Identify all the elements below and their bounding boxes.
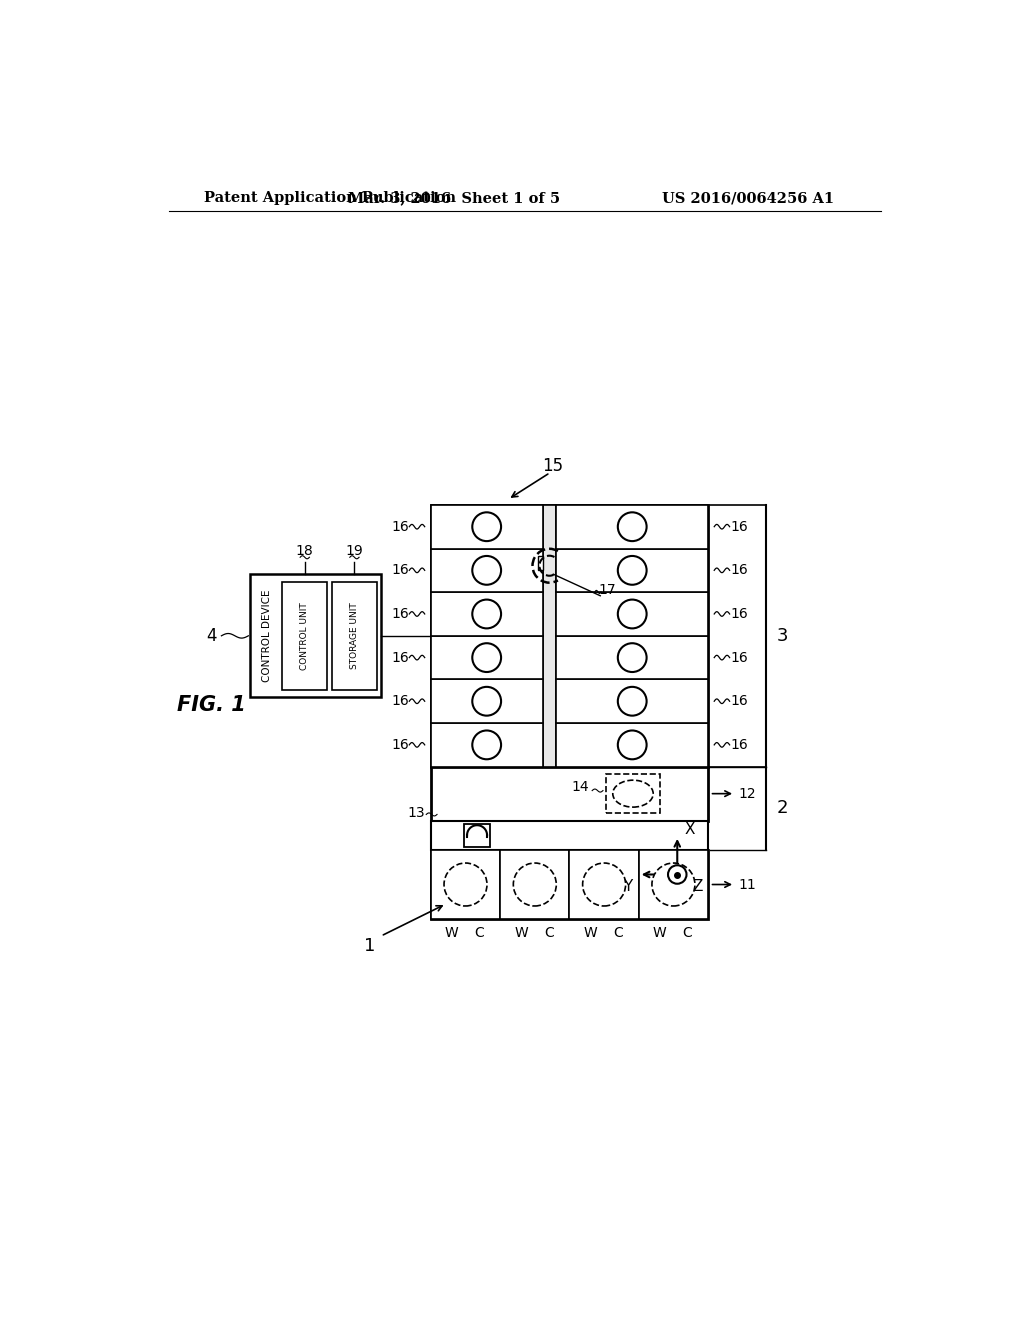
Text: 2: 2 — [776, 800, 788, 817]
Bar — [431, 723, 543, 767]
Bar — [431, 506, 543, 549]
Bar — [431, 850, 708, 919]
Bar — [556, 506, 708, 549]
Text: 11: 11 — [739, 878, 757, 891]
Text: FIG. 1: FIG. 1 — [177, 696, 246, 715]
Text: Z: Z — [692, 879, 703, 895]
Text: Mar. 3, 2016  Sheet 1 of 5: Mar. 3, 2016 Sheet 1 of 5 — [348, 191, 560, 206]
Bar — [431, 850, 500, 919]
Bar — [556, 636, 708, 680]
Bar — [431, 767, 708, 821]
Bar — [556, 723, 708, 767]
Bar — [606, 775, 659, 813]
Bar — [431, 636, 543, 680]
Text: 13: 13 — [408, 807, 425, 820]
Text: 16: 16 — [391, 564, 409, 577]
Text: C: C — [544, 927, 554, 940]
Circle shape — [617, 686, 646, 715]
Circle shape — [472, 556, 501, 585]
Text: 16: 16 — [730, 564, 748, 577]
Ellipse shape — [652, 863, 695, 906]
Bar — [556, 549, 708, 593]
Bar — [556, 680, 708, 723]
Text: W: W — [444, 927, 459, 940]
Text: 18: 18 — [296, 544, 313, 558]
Circle shape — [472, 599, 501, 628]
Text: STORAGE UNIT: STORAGE UNIT — [350, 602, 359, 669]
Text: W: W — [514, 927, 527, 940]
Circle shape — [617, 730, 646, 759]
Circle shape — [617, 512, 646, 541]
Circle shape — [472, 730, 501, 759]
Circle shape — [472, 686, 501, 715]
Text: 16: 16 — [391, 651, 409, 664]
Text: CONTROL UNIT: CONTROL UNIT — [300, 602, 309, 669]
Text: 17: 17 — [599, 582, 616, 597]
Ellipse shape — [612, 780, 653, 807]
Text: US 2016/0064256 A1: US 2016/0064256 A1 — [662, 191, 834, 206]
Ellipse shape — [583, 863, 626, 906]
Circle shape — [617, 643, 646, 672]
Ellipse shape — [513, 863, 556, 906]
Text: C: C — [474, 927, 484, 940]
Text: C: C — [613, 927, 623, 940]
Text: X: X — [685, 822, 695, 837]
Bar — [431, 593, 543, 636]
Bar — [538, 557, 543, 570]
Text: 15: 15 — [542, 458, 563, 475]
Text: CONTROL DEVICE: CONTROL DEVICE — [262, 590, 271, 682]
Text: 16: 16 — [730, 651, 748, 664]
Circle shape — [668, 866, 686, 884]
Text: 16: 16 — [730, 694, 748, 709]
Bar — [431, 506, 708, 767]
Circle shape — [617, 599, 646, 628]
Bar — [431, 680, 543, 723]
Ellipse shape — [444, 863, 487, 906]
Circle shape — [472, 512, 501, 541]
Text: 12: 12 — [739, 787, 757, 801]
Text: 16: 16 — [730, 607, 748, 620]
Bar — [250, 574, 381, 697]
Bar — [556, 593, 708, 636]
Text: 16: 16 — [391, 738, 409, 752]
Text: 16: 16 — [391, 607, 409, 620]
Bar — [431, 549, 543, 593]
Bar — [332, 582, 377, 689]
Text: 16: 16 — [391, 520, 409, 533]
Text: 16: 16 — [391, 694, 409, 709]
Text: 1: 1 — [364, 937, 375, 956]
Text: 4: 4 — [206, 627, 217, 644]
Bar — [464, 824, 490, 847]
Bar — [500, 850, 569, 919]
Circle shape — [617, 556, 646, 585]
Text: W: W — [584, 927, 597, 940]
Bar — [639, 850, 708, 919]
Bar — [569, 850, 639, 919]
Text: 19: 19 — [345, 544, 364, 558]
Bar — [431, 821, 708, 850]
Text: Patent Application Publication: Patent Application Publication — [204, 191, 456, 206]
Text: 16: 16 — [730, 738, 748, 752]
Text: C: C — [682, 927, 692, 940]
Bar — [283, 582, 328, 689]
Bar — [543, 506, 556, 767]
Text: 3: 3 — [776, 627, 788, 644]
Text: 16: 16 — [730, 520, 748, 533]
Circle shape — [472, 643, 501, 672]
Text: Y: Y — [623, 879, 632, 894]
Text: 14: 14 — [571, 780, 589, 795]
Text: W: W — [652, 927, 667, 940]
